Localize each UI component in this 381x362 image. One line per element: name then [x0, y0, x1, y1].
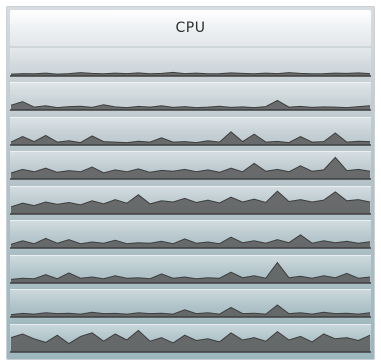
cpu-core-graph-svg: [10, 131, 371, 146]
cpu-load-area: [11, 131, 370, 145]
cpu-load-area: [11, 100, 370, 111]
cpu-load-area: [11, 305, 370, 318]
row-separator: [10, 254, 371, 256]
row-separator: [10, 82, 371, 84]
cpu-core-graph-svg: [10, 234, 371, 249]
cpu-load-area: [11, 190, 370, 214]
cpu-load-line: [10, 304, 371, 316]
cpu-load-line: [10, 131, 371, 143]
cpu-core-graph-svg: [10, 329, 371, 353]
cpu-core-graph-svg: [10, 71, 371, 77]
cpu-core-graph: [10, 82, 371, 117]
cpu-core-graph: [10, 116, 371, 151]
cpu-core-graph: [10, 151, 371, 186]
row-separator: [10, 323, 371, 325]
cpu-load-line: [10, 71, 371, 75]
cpu-core-graphs: [10, 48, 371, 358]
cpu-load-line: [10, 261, 371, 280]
cpu-core-graph: [10, 48, 371, 82]
cpu-load-line: [10, 190, 371, 208]
cpu-core-graph-svg: [10, 156, 371, 181]
cpu-core-graph: [10, 289, 371, 324]
cpu-load-line: [10, 329, 371, 344]
cpu-load-area: [11, 329, 370, 352]
row-separator: [10, 289, 371, 291]
cpu-core-graph-svg: [10, 100, 371, 112]
cpu-load-line: [10, 100, 371, 109]
cpu-core-graph: [10, 254, 371, 289]
cpu-load-line: [10, 156, 371, 174]
cpu-core-graph: [10, 185, 371, 220]
cpu-load-area: [11, 262, 370, 283]
cpu-load-area: [11, 157, 370, 180]
cpu-monitor-widget: CPU: [6, 6, 375, 360]
cpu-core-graph-svg: [10, 304, 371, 318]
widget-title-bar: CPU: [10, 10, 371, 46]
cpu-core-graph-svg: [10, 261, 371, 284]
widget-title: CPU: [175, 20, 206, 36]
cpu-core-graph: [10, 323, 371, 358]
cpu-load-area: [11, 72, 370, 76]
row-separator: [10, 116, 371, 118]
row-separator: [10, 151, 371, 153]
cpu-core-graph-svg: [10, 190, 371, 215]
cpu-core-graph: [10, 220, 371, 255]
row-separator: [10, 220, 371, 222]
cpu-load-line: [10, 234, 371, 246]
row-separator: [10, 185, 371, 187]
